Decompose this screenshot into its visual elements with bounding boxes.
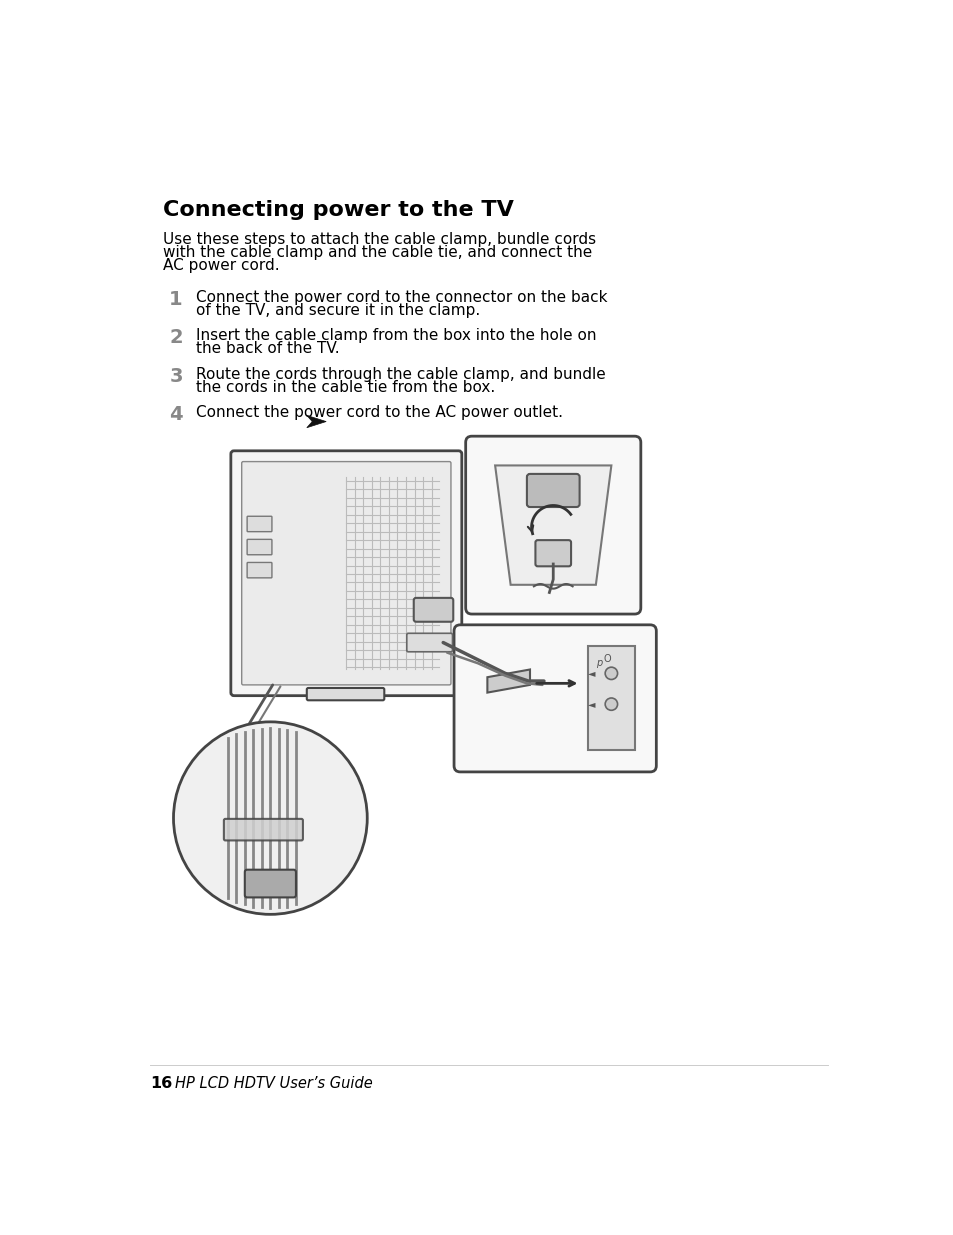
Text: AC power cord.: AC power cord. — [163, 258, 280, 273]
FancyBboxPatch shape — [224, 819, 303, 841]
Text: with the cable clamp and the cable tie, and connect the: with the cable clamp and the cable tie, … — [163, 246, 592, 261]
Text: HP LCD HDTV User’s Guide: HP LCD HDTV User’s Guide — [174, 1076, 373, 1091]
Polygon shape — [487, 669, 530, 693]
Text: 2: 2 — [169, 329, 183, 347]
FancyBboxPatch shape — [241, 462, 451, 685]
FancyBboxPatch shape — [231, 451, 461, 695]
FancyBboxPatch shape — [454, 625, 656, 772]
Text: Insert the cable clamp from the box into the hole on: Insert the cable clamp from the box into… — [195, 329, 596, 343]
Text: 1: 1 — [169, 290, 183, 309]
Text: Connect the power cord to the connector on the back: Connect the power cord to the connector … — [195, 290, 607, 305]
Text: O: O — [603, 655, 611, 664]
FancyBboxPatch shape — [526, 474, 579, 508]
Text: Route the cords through the cable clamp, and bundle: Route the cords through the cable clamp,… — [195, 367, 605, 382]
FancyBboxPatch shape — [465, 436, 640, 614]
Text: Connecting power to the TV: Connecting power to the TV — [163, 200, 514, 220]
Text: 3: 3 — [169, 367, 183, 385]
FancyBboxPatch shape — [245, 869, 295, 898]
Text: Use these steps to attach the cable clamp, bundle cords: Use these steps to attach the cable clam… — [163, 232, 596, 247]
Text: 4: 4 — [169, 405, 183, 425]
Text: of the TV, and secure it in the clamp.: of the TV, and secure it in the clamp. — [195, 303, 479, 317]
FancyBboxPatch shape — [247, 562, 272, 578]
Text: Connect the power cord to the AC power outlet.: Connect the power cord to the AC power o… — [195, 405, 562, 420]
FancyBboxPatch shape — [247, 540, 272, 555]
Polygon shape — [495, 466, 611, 585]
Text: 16: 16 — [150, 1076, 172, 1091]
Text: ◄: ◄ — [588, 699, 596, 709]
Text: the back of the TV.: the back of the TV. — [195, 341, 339, 357]
FancyBboxPatch shape — [406, 634, 452, 652]
FancyBboxPatch shape — [535, 540, 571, 567]
Text: ◄: ◄ — [588, 668, 596, 678]
Text: p: p — [596, 658, 601, 668]
FancyBboxPatch shape — [414, 598, 453, 621]
Polygon shape — [587, 646, 634, 751]
Polygon shape — [307, 415, 326, 427]
Circle shape — [604, 667, 617, 679]
FancyBboxPatch shape — [307, 688, 384, 700]
Circle shape — [604, 698, 617, 710]
Circle shape — [173, 721, 367, 914]
Text: the cords in the cable tie from the box.: the cords in the cable tie from the box. — [195, 380, 495, 395]
FancyBboxPatch shape — [247, 516, 272, 531]
